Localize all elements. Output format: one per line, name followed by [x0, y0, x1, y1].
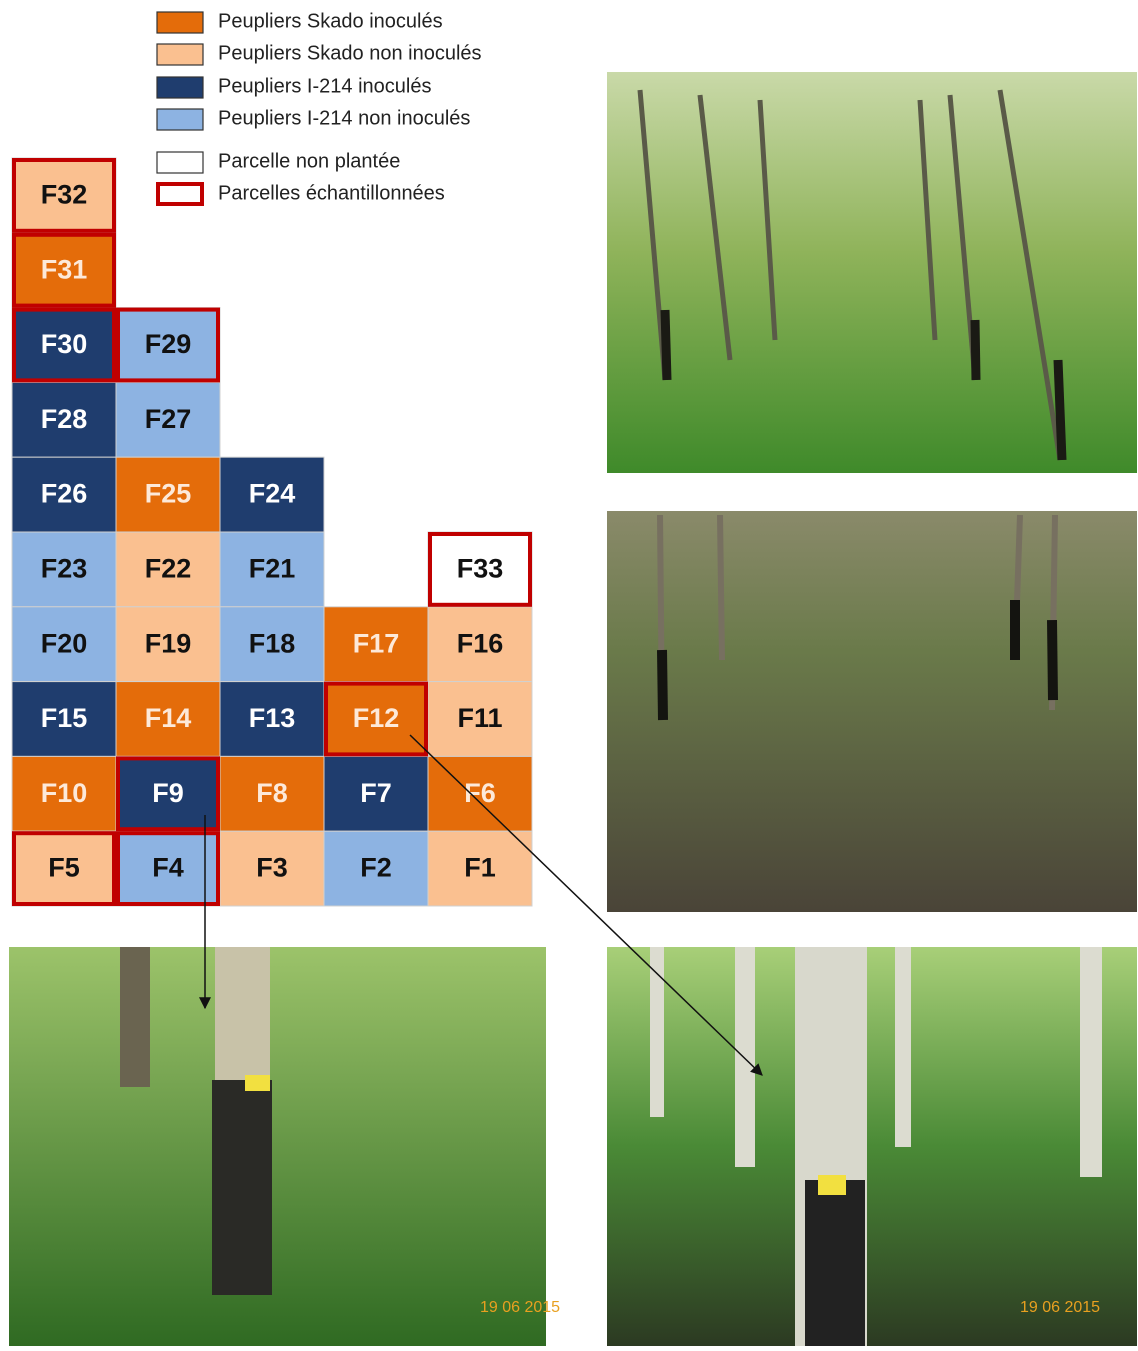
plot-label: F15: [41, 703, 88, 733]
legend-label: Peupliers I-214 non inoculés: [218, 107, 470, 129]
legend-label: Parcelles échantillonnées: [218, 182, 445, 204]
photo-middle-right: [607, 511, 1137, 912]
plot-cell: [115, 456, 221, 533]
photo-bottom-right: [607, 947, 1137, 1347]
plot-cell: [219, 681, 325, 757]
plot-label: F8: [256, 778, 288, 808]
plot-cell: [115, 307, 221, 383]
legend-swatch: [156, 76, 204, 99]
plot-label: F26: [41, 479, 88, 509]
plot-label: F27: [145, 404, 192, 434]
plot-label: F22: [145, 554, 192, 584]
photo-date: 19 06 2015: [1020, 1299, 1100, 1316]
legend: Peupliers Skado inoculés Peupliers Skado …: [156, 10, 482, 206]
plot-label: F19: [145, 628, 192, 658]
sampled-border: [116, 756, 220, 832]
plot-label: F3: [256, 853, 288, 883]
plot-label: F7: [360, 778, 392, 808]
plot-cell: [11, 755, 117, 832]
plot-cell: [323, 681, 429, 757]
plot-label: F29: [145, 329, 192, 359]
plot-cell: [11, 307, 117, 383]
plot-cell: [11, 381, 117, 458]
plot-label: F9: [152, 778, 184, 808]
plot-cell: [115, 606, 221, 683]
plot-label: F23: [41, 554, 88, 584]
plot-cell: [219, 830, 325, 907]
legend-label: Parcelle non plantée: [218, 150, 400, 172]
plot-label: F24: [249, 479, 296, 509]
plot-label: F4: [152, 853, 184, 883]
plot-cell: [427, 830, 533, 907]
plot-cell: [427, 606, 533, 683]
sampled-border: [12, 158, 116, 233]
plot-label: F16: [457, 628, 504, 658]
plot-cell: [115, 681, 221, 757]
sampled-border: [428, 532, 532, 607]
plot-label: F28: [41, 404, 88, 434]
sampled-border: [116, 307, 220, 383]
plot-label: F33: [457, 554, 504, 584]
plot-label: F32: [41, 180, 88, 210]
sampled-border: [324, 681, 428, 757]
plot-label: F25: [145, 479, 192, 509]
plot-label: F13: [249, 703, 296, 733]
plot-cell: [11, 531, 117, 608]
legend-swatch: [156, 43, 204, 66]
plot-cell: [11, 232, 117, 309]
arrow: [409, 734, 763, 1076]
plot-cell: [11, 830, 117, 907]
plot-cell: [115, 531, 221, 608]
plot-label: F5: [48, 853, 80, 883]
photo-date: 19 06 2015: [480, 1299, 560, 1316]
plot-label: F31: [41, 254, 88, 284]
arrows: [199, 734, 763, 1076]
legend-label: Peupliers I-214 inoculés: [218, 75, 431, 97]
plot-cell: [11, 606, 117, 683]
photo-top-right: [607, 72, 1137, 473]
plot-label: F10: [41, 778, 88, 808]
plot-label: F20: [41, 628, 88, 658]
plot-cell: [115, 830, 221, 907]
plot-cell: [427, 681, 533, 757]
legend-label: Peupliers Skado inoculés: [218, 10, 443, 32]
legend-swatch: [156, 182, 204, 206]
sampled-border: [12, 831, 116, 907]
plot-cell: [219, 456, 325, 533]
plot-cell: [323, 830, 429, 907]
plot-label: F1: [464, 853, 496, 883]
plot-cell: [115, 755, 221, 832]
plot-label: F2: [360, 853, 392, 883]
plot-label: F12: [353, 703, 400, 733]
plot-label: F30: [41, 329, 88, 359]
legend-swatch: [156, 151, 204, 174]
plot-cell: [11, 456, 117, 533]
plot-cell: [323, 755, 429, 832]
legend-label: Peupliers Skado non inoculés: [218, 42, 482, 64]
plot-grid: F32 F31 F30 F29 F28 F27 F26 F25 F24 F23 F22 F21 F33 F…: [11, 157, 533, 907]
sampled-border: [12, 307, 116, 383]
plot-label: F11: [457, 703, 502, 733]
sampled-border: [12, 232, 116, 308]
plot-label: F14: [145, 703, 192, 733]
photo-bottom-left: [9, 947, 546, 1346]
plot-cell: [219, 531, 325, 608]
plot-label: F18: [249, 628, 296, 658]
plot-label: F21: [249, 554, 296, 584]
sampled-border: [116, 831, 220, 907]
legend-swatch: [156, 108, 204, 131]
plot-label: F17: [353, 628, 400, 658]
legend-swatch: [156, 11, 204, 34]
